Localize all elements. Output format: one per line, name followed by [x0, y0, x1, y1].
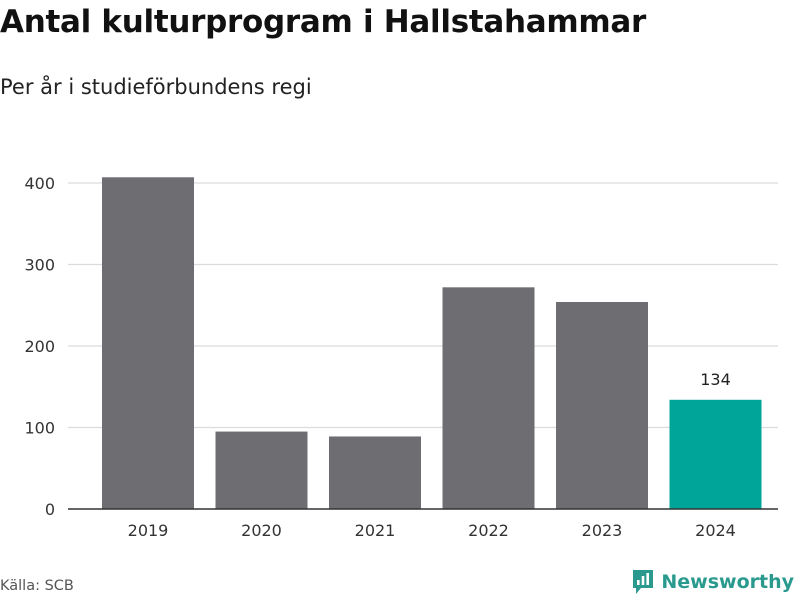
- x-tick-label: 2020: [241, 521, 282, 540]
- y-tick-label: 200: [24, 337, 55, 356]
- newsworthy-logo-icon: [633, 570, 654, 594]
- y-tick-label: 0: [45, 500, 55, 519]
- labels: 0 100 200 300 400 2019 2020 2021 2022 2023 2024 134: [24, 174, 735, 540]
- bar-2020: [215, 431, 308, 509]
- chart-subtitle: Per år i studieförbundens regi: [0, 75, 312, 99]
- x-tick-label: 2023: [582, 521, 623, 540]
- bar-chart: 0 100 200 300 400 2019 2020 2021 2022 2023 2024 134: [24, 174, 778, 540]
- bar-2022: [442, 287, 535, 509]
- data-label: 134: [700, 370, 731, 389]
- bar-2024: [669, 399, 762, 509]
- chart-title: Antal kulturprogram i Hallstahammar: [0, 4, 646, 40]
- y-tick-label: 400: [24, 174, 55, 193]
- x-tick-label: 2024: [695, 521, 736, 540]
- x-tick-label: 2021: [355, 521, 396, 540]
- bar-2019: [102, 177, 194, 510]
- source-note: Källa: SCB: [0, 578, 74, 594]
- y-tick-label: 300: [24, 256, 55, 275]
- brand-name: Newsworthy: [661, 571, 794, 593]
- bar-2021: [329, 436, 421, 509]
- bars: [102, 177, 762, 510]
- x-tick-label: 2019: [128, 521, 169, 540]
- bar-2023: [556, 301, 648, 509]
- x-tick-label: 2022: [468, 521, 509, 540]
- brand-logo: Newsworthy: [631, 568, 794, 596]
- y-tick-label: 100: [24, 419, 55, 438]
